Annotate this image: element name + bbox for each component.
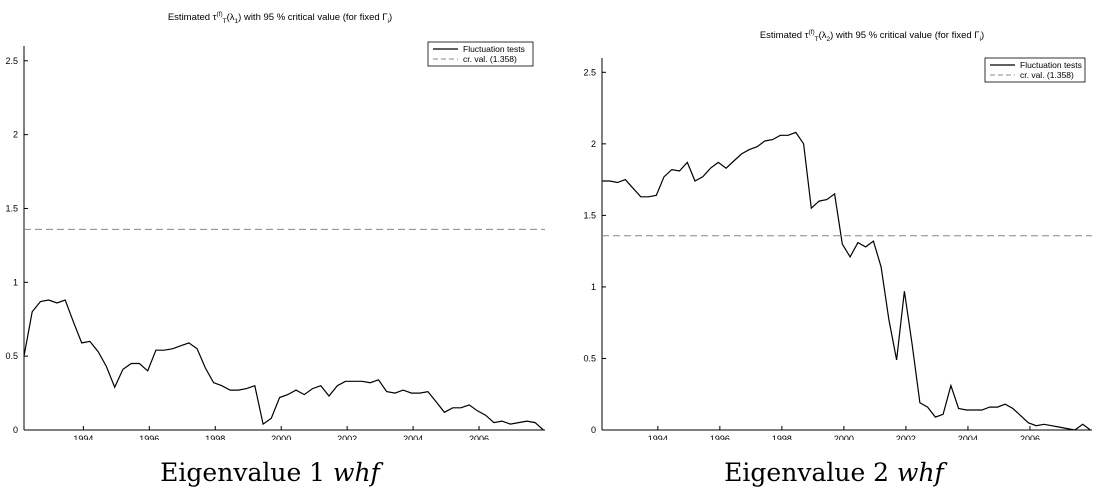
y-tick-label: 2 [591, 139, 596, 149]
caption-text: Eigenvalue 1 [160, 458, 326, 487]
x-tick-label: 1996 [710, 434, 730, 440]
y-tick-label: 1.5 [5, 203, 18, 213]
y-tick-label: 1 [13, 277, 18, 287]
legend-box [427, 41, 534, 67]
y-tick-label: 2 [13, 130, 18, 140]
chart-eigenvalue-2: Estimated τ(f)T(λ2) with 95 % critical v… [583, 29, 1092, 440]
y-tick-label: 0 [13, 425, 18, 435]
legend-label-critical: cr. val. (1.358) [463, 54, 517, 64]
x-tick-label: 2006 [1020, 434, 1040, 440]
y-tick-label: 0.5 [583, 353, 596, 363]
x-tick-label: 1998 [772, 434, 792, 440]
x-tick-label: 2004 [958, 434, 978, 440]
caption-math: whf [897, 458, 944, 487]
caption-math: whf [333, 458, 380, 487]
x-tick-label: 2004 [403, 434, 423, 440]
legend-box [984, 57, 1086, 83]
x-tick-label: 2000 [834, 434, 854, 440]
x-tick-label: 2002 [337, 434, 357, 440]
legend-label-critical: cr. val. (1.358) [1020, 70, 1074, 80]
legend-label-fluctuation: Fluctuation tests [1020, 60, 1082, 70]
chart-title: Estimated τ(f)T(λ2) with 95 % critical v… [760, 29, 984, 43]
y-tick-label: 1 [591, 282, 596, 292]
y-tick-label: 2.5 [583, 67, 596, 77]
y-tick-label: 0.5 [5, 351, 18, 361]
x-tick-label: 1994 [648, 434, 668, 440]
caption-eigenvalue-1: Eigenvalue 1 whf [10, 458, 530, 487]
y-tick-label: 2.5 [5, 56, 18, 66]
x-tick-label: 1996 [139, 434, 159, 440]
y-tick-label: 1.5 [583, 210, 596, 220]
chart-title: Estimated τ(f)T(λ1) with 95 % critical v… [168, 11, 392, 25]
legend-label-fluctuation: Fluctuation tests [463, 44, 525, 54]
caption-text: Eigenvalue 2 [724, 458, 890, 487]
x-tick-label: 2002 [896, 434, 916, 440]
chart-eigenvalue-1: Estimated τ(f)T(λ1) with 95 % critical v… [5, 11, 545, 440]
y-tick-label: 0 [591, 425, 596, 435]
caption-eigenvalue-2: Eigenvalue 2 whf [574, 458, 1094, 487]
series-fluctuation-tests [23, 299, 544, 431]
x-tick-label: 1998 [205, 434, 225, 440]
x-tick-label: 1994 [73, 434, 93, 440]
x-tick-label: 2000 [271, 434, 291, 440]
series-fluctuation-tests [602, 131, 1091, 431]
x-tick-label: 2006 [469, 434, 489, 440]
